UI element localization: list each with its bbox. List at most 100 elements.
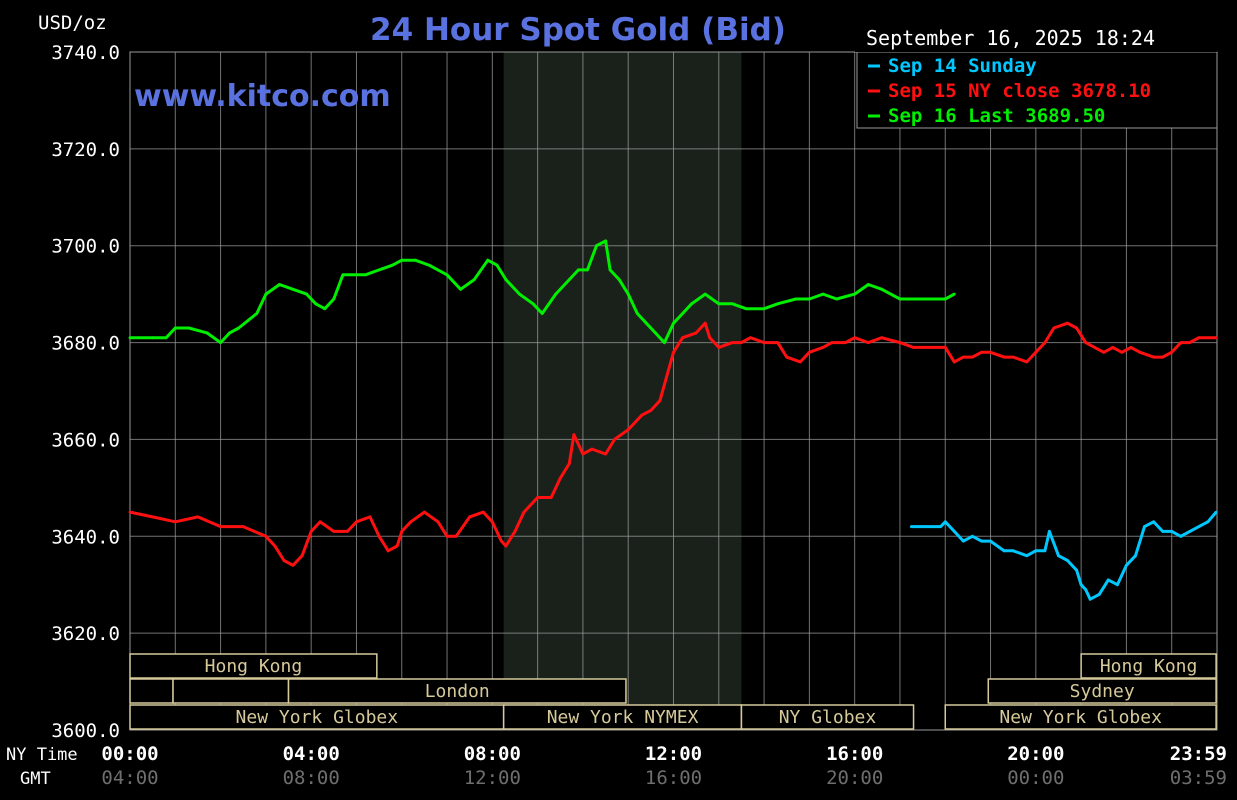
data-point bbox=[681, 336, 684, 340]
data-point bbox=[934, 297, 938, 301]
data-point bbox=[703, 321, 707, 325]
session-bar-box bbox=[502, 704, 743, 730]
data-point bbox=[554, 292, 558, 296]
data-point bbox=[626, 292, 630, 296]
grid-lines bbox=[130, 51, 1217, 731]
data-point bbox=[278, 283, 281, 286]
data-point bbox=[264, 292, 268, 296]
data-point bbox=[717, 346, 721, 349]
data-point bbox=[549, 496, 553, 499]
y-tick-label: 3600.0 bbox=[51, 720, 120, 742]
data-point bbox=[912, 297, 915, 301]
data-point bbox=[350, 273, 354, 277]
data-point bbox=[1161, 355, 1165, 359]
data-point bbox=[400, 258, 404, 262]
data-point bbox=[355, 520, 358, 524]
data-point bbox=[264, 534, 268, 538]
session-label: New York Globex bbox=[999, 707, 1162, 728]
data-point bbox=[1206, 520, 1210, 524]
data-point bbox=[989, 539, 992, 543]
data-point bbox=[495, 263, 499, 267]
session-bar-box bbox=[129, 653, 378, 679]
data-point bbox=[952, 292, 956, 296]
x-row-label-ny: NY Time bbox=[6, 745, 78, 765]
data-point bbox=[640, 413, 644, 417]
data-point bbox=[445, 273, 449, 277]
data-point bbox=[925, 297, 929, 301]
unit-label: USD/oz bbox=[38, 12, 107, 34]
watermark: www.kitco.com bbox=[134, 79, 391, 114]
data-point bbox=[952, 360, 956, 364]
data-point bbox=[368, 515, 372, 519]
session-bar: New York Globex bbox=[129, 704, 505, 730]
data-point bbox=[1057, 554, 1060, 558]
data-point bbox=[1079, 583, 1083, 587]
session-bar-box bbox=[740, 704, 915, 730]
data-point bbox=[1161, 530, 1165, 533]
x-tick-label-ny: 23:59 bbox=[1170, 743, 1227, 765]
data-point bbox=[237, 326, 241, 330]
data-point bbox=[187, 326, 191, 330]
data-point bbox=[1179, 341, 1183, 344]
data-point bbox=[912, 346, 915, 349]
session-bar bbox=[129, 678, 174, 704]
data-point bbox=[1206, 336, 1210, 340]
data-point bbox=[672, 321, 675, 325]
plot-frame bbox=[129, 51, 1218, 731]
data-point bbox=[1170, 350, 1174, 354]
legend-label: Sep 14 Sunday bbox=[888, 55, 1037, 77]
data-point bbox=[413, 258, 417, 262]
data-point bbox=[1188, 341, 1192, 344]
data-point bbox=[531, 302, 535, 306]
data-point bbox=[1002, 549, 1006, 553]
y-tick-label: 3720.0 bbox=[51, 139, 120, 161]
data-point bbox=[309, 530, 313, 533]
data-point bbox=[794, 297, 798, 301]
data-point bbox=[971, 534, 974, 538]
data-point bbox=[364, 273, 367, 277]
data-point bbox=[513, 530, 517, 533]
data-point bbox=[377, 268, 381, 272]
data-point bbox=[572, 433, 576, 436]
data-point bbox=[332, 530, 336, 533]
data-point bbox=[1197, 336, 1201, 340]
data-point bbox=[518, 292, 521, 296]
session-bar-box bbox=[287, 678, 627, 704]
session-bar bbox=[172, 678, 290, 704]
session-bar: Hong Kong bbox=[1080, 653, 1217, 679]
data-point bbox=[613, 438, 616, 441]
data-point bbox=[690, 302, 693, 306]
data-point bbox=[821, 346, 825, 349]
data-point bbox=[1011, 355, 1015, 359]
session-label: NY Globex bbox=[779, 707, 877, 728]
data-point bbox=[255, 312, 259, 315]
data-point bbox=[1093, 346, 1097, 349]
data-point bbox=[1084, 588, 1088, 591]
data-point bbox=[1102, 350, 1106, 354]
data-point bbox=[1111, 346, 1115, 349]
data-point bbox=[436, 520, 440, 524]
data-point bbox=[1088, 597, 1092, 601]
x-tick-label-ny: 04:00 bbox=[283, 743, 340, 765]
data-point bbox=[939, 525, 943, 528]
data-point bbox=[853, 292, 857, 296]
data-point bbox=[1134, 554, 1137, 558]
nymex-session-shade bbox=[503, 52, 742, 730]
y-tick-label: 3740.0 bbox=[51, 42, 120, 64]
data-point bbox=[866, 283, 870, 286]
x-tick-label-gmt: 12:00 bbox=[464, 767, 521, 789]
data-point bbox=[708, 336, 712, 340]
timestamp: September 16, 2025 18:24 bbox=[866, 26, 1155, 50]
data-point bbox=[980, 539, 983, 543]
data-point bbox=[830, 341, 834, 344]
data-point bbox=[504, 278, 508, 281]
chart-title: 24 Hour Spot Gold (Bid) bbox=[370, 12, 786, 48]
data-point bbox=[731, 302, 734, 306]
data-point bbox=[909, 525, 913, 528]
data-point bbox=[898, 341, 902, 344]
session-label: London bbox=[425, 681, 490, 702]
data-point bbox=[590, 447, 594, 451]
data-point bbox=[577, 268, 580, 272]
data-point bbox=[1152, 355, 1155, 359]
